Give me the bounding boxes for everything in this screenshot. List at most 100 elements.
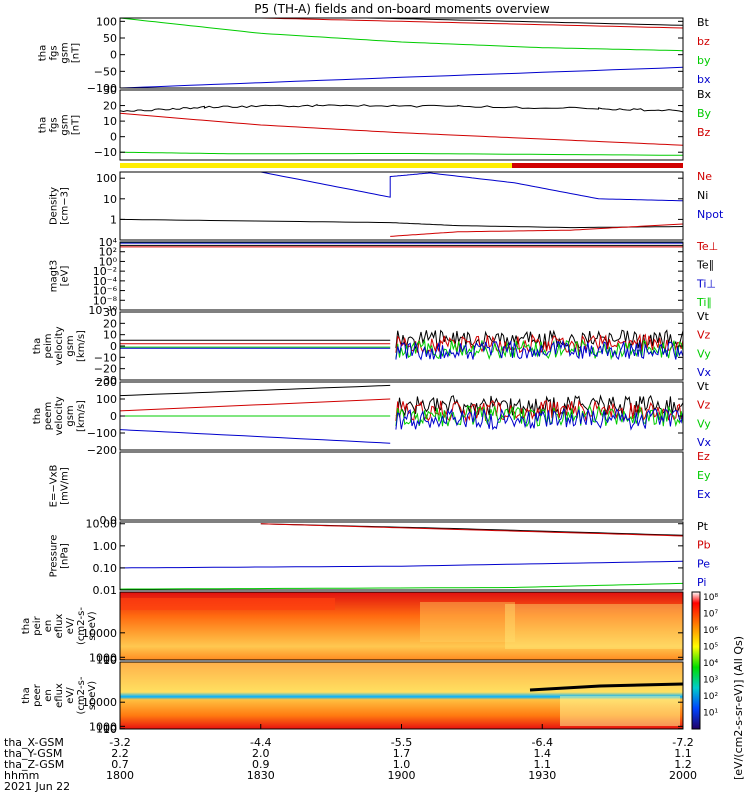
panel-pressure: 10.00 1.00 0.10 0.01 Pressure [nPa] Pt Pb Pe Pi [49, 518, 711, 597]
y-axis-label: [mV/m] [60, 467, 71, 505]
spectrogram-patch [420, 602, 515, 642]
y-tick-label: 10² [99, 246, 117, 259]
y-axis-label: tha [32, 408, 43, 424]
panel-frame [119, 591, 684, 661]
y-tick-label: 10⁰ [99, 255, 118, 268]
y-tick-label: 30 [103, 306, 117, 319]
series-by [119, 17, 684, 52]
y-axis-label: gsm [60, 42, 71, 63]
y-tick-label: 1000 [89, 651, 117, 664]
series-Pe [119, 560, 684, 569]
y-tick-label: 200 [96, 376, 117, 389]
colorbar-tick-label: 10⁶ [703, 626, 718, 636]
series-bx [119, 66, 684, 89]
y-axis-label: gsm [60, 114, 71, 135]
series-Ni [119, 218, 684, 229]
y-tick-label: 1 [110, 213, 117, 226]
x-row-label-x: tha_X-GSM [4, 736, 64, 749]
y-tick-label: −10 [94, 351, 117, 364]
y-tick-label: −30 [94, 374, 117, 387]
legend-item: Ni [697, 189, 708, 202]
y-axis-label: sr-eV) [87, 611, 98, 640]
y-tick-label: −100 [87, 427, 117, 440]
y-tick-label: −200 [87, 444, 117, 457]
x-tick-label: 1.2 [674, 758, 692, 771]
y-tick-label: 10000 [82, 627, 117, 640]
series-Vz [119, 398, 391, 412]
y-axis-label: E=−VxB [49, 465, 60, 508]
y-axis-label: peem [43, 402, 54, 430]
spectrogram-edge [529, 682, 684, 692]
y-tick-label: −10 [94, 146, 117, 159]
series-noise-blue [395, 339, 684, 361]
y-tick-label: 0 [110, 131, 117, 144]
panel-density: 100 10 1 Density [cm−3] Ne Ni Npot [49, 170, 724, 241]
series-Pi [119, 582, 684, 590]
x-tick-label: 1830 [247, 769, 275, 782]
spectrogram-patch [505, 604, 683, 649]
legend-item: Ne [697, 170, 712, 183]
legend-item: Ez [697, 450, 710, 463]
series-noise-blue [395, 408, 684, 431]
y-axis-label: (cm2-s- [76, 676, 87, 714]
y-tick-label: 10⁻⁶ [93, 285, 118, 298]
legend-item: Te∥ [696, 259, 714, 272]
panel-frame [119, 451, 684, 521]
y-tick-label: 10⁻¹⁰ [88, 304, 117, 317]
y-tick-label: 10 [103, 329, 117, 342]
y-tick-label: 10 [103, 654, 117, 667]
y-axis-label: peim [43, 333, 54, 358]
x-row-label-y: tha_Y-GSM [4, 747, 62, 760]
y-tick-label: 10 [103, 723, 117, 736]
x-tick-labels: -3.22.20.71800-4.42.00.91830-5.51.71.019… [106, 724, 697, 782]
y-axis-label: eV/ [65, 687, 76, 704]
y-axis-label: tha [32, 338, 43, 354]
colorbar-tick-label: 10⁷ [703, 610, 718, 620]
y-axis-label: [nT] [71, 115, 82, 135]
series-Vt [119, 384, 391, 397]
y-tick-label: −100 [87, 82, 117, 95]
x-tick-label: -6.4 [532, 736, 553, 749]
x-tick-label: -7.2 [672, 736, 693, 749]
series-Bz [119, 112, 684, 146]
legend-item: Pt [697, 520, 709, 533]
legend-item: By [697, 107, 712, 120]
x-tick-label: 1900 [388, 769, 416, 782]
y-tick-label: 10000 [82, 696, 117, 709]
y-axis-label: tha [38, 117, 49, 133]
y-axis-label: fgs [49, 117, 60, 132]
y-axis-label: [cm−3] [60, 187, 71, 225]
y-tick-label: 0 [110, 340, 117, 353]
x-tick-label: -5.5 [391, 736, 412, 749]
y-axis-label: [nPa] [60, 543, 71, 569]
legend-item: Ti∥ [696, 296, 712, 309]
x-tick-label: 0.7 [111, 758, 129, 771]
y-tick-label: 20 [103, 100, 117, 113]
series-Pb [260, 523, 684, 537]
y-tick-label: 10⁻² [93, 265, 117, 278]
y-tick-label: 10⁻⁴ [93, 275, 118, 288]
legend-item: Vx [697, 366, 712, 379]
y-tick-label: 100 [96, 654, 117, 667]
colorbar-tick-label: 10² [703, 692, 718, 702]
x-tick-label: 1.0 [393, 758, 411, 771]
y-tick-label: 10.00 [86, 518, 118, 531]
legend-item: Npot [697, 208, 724, 221]
x-tick-label: 2000 [669, 769, 697, 782]
series-By [119, 151, 683, 156]
legend-item: Te⊥ [696, 240, 718, 253]
panel-frame [119, 17, 684, 89]
x-tick-label: 0.9 [252, 758, 270, 771]
y-axis-label: magt3 [49, 260, 60, 293]
legend-item: Vz [697, 399, 711, 412]
legend-item: Bz [697, 126, 711, 139]
y-tick-label: 100 [96, 172, 117, 185]
legend-item: Ti⊥ [696, 277, 716, 290]
legend-item: Vz [697, 329, 711, 342]
